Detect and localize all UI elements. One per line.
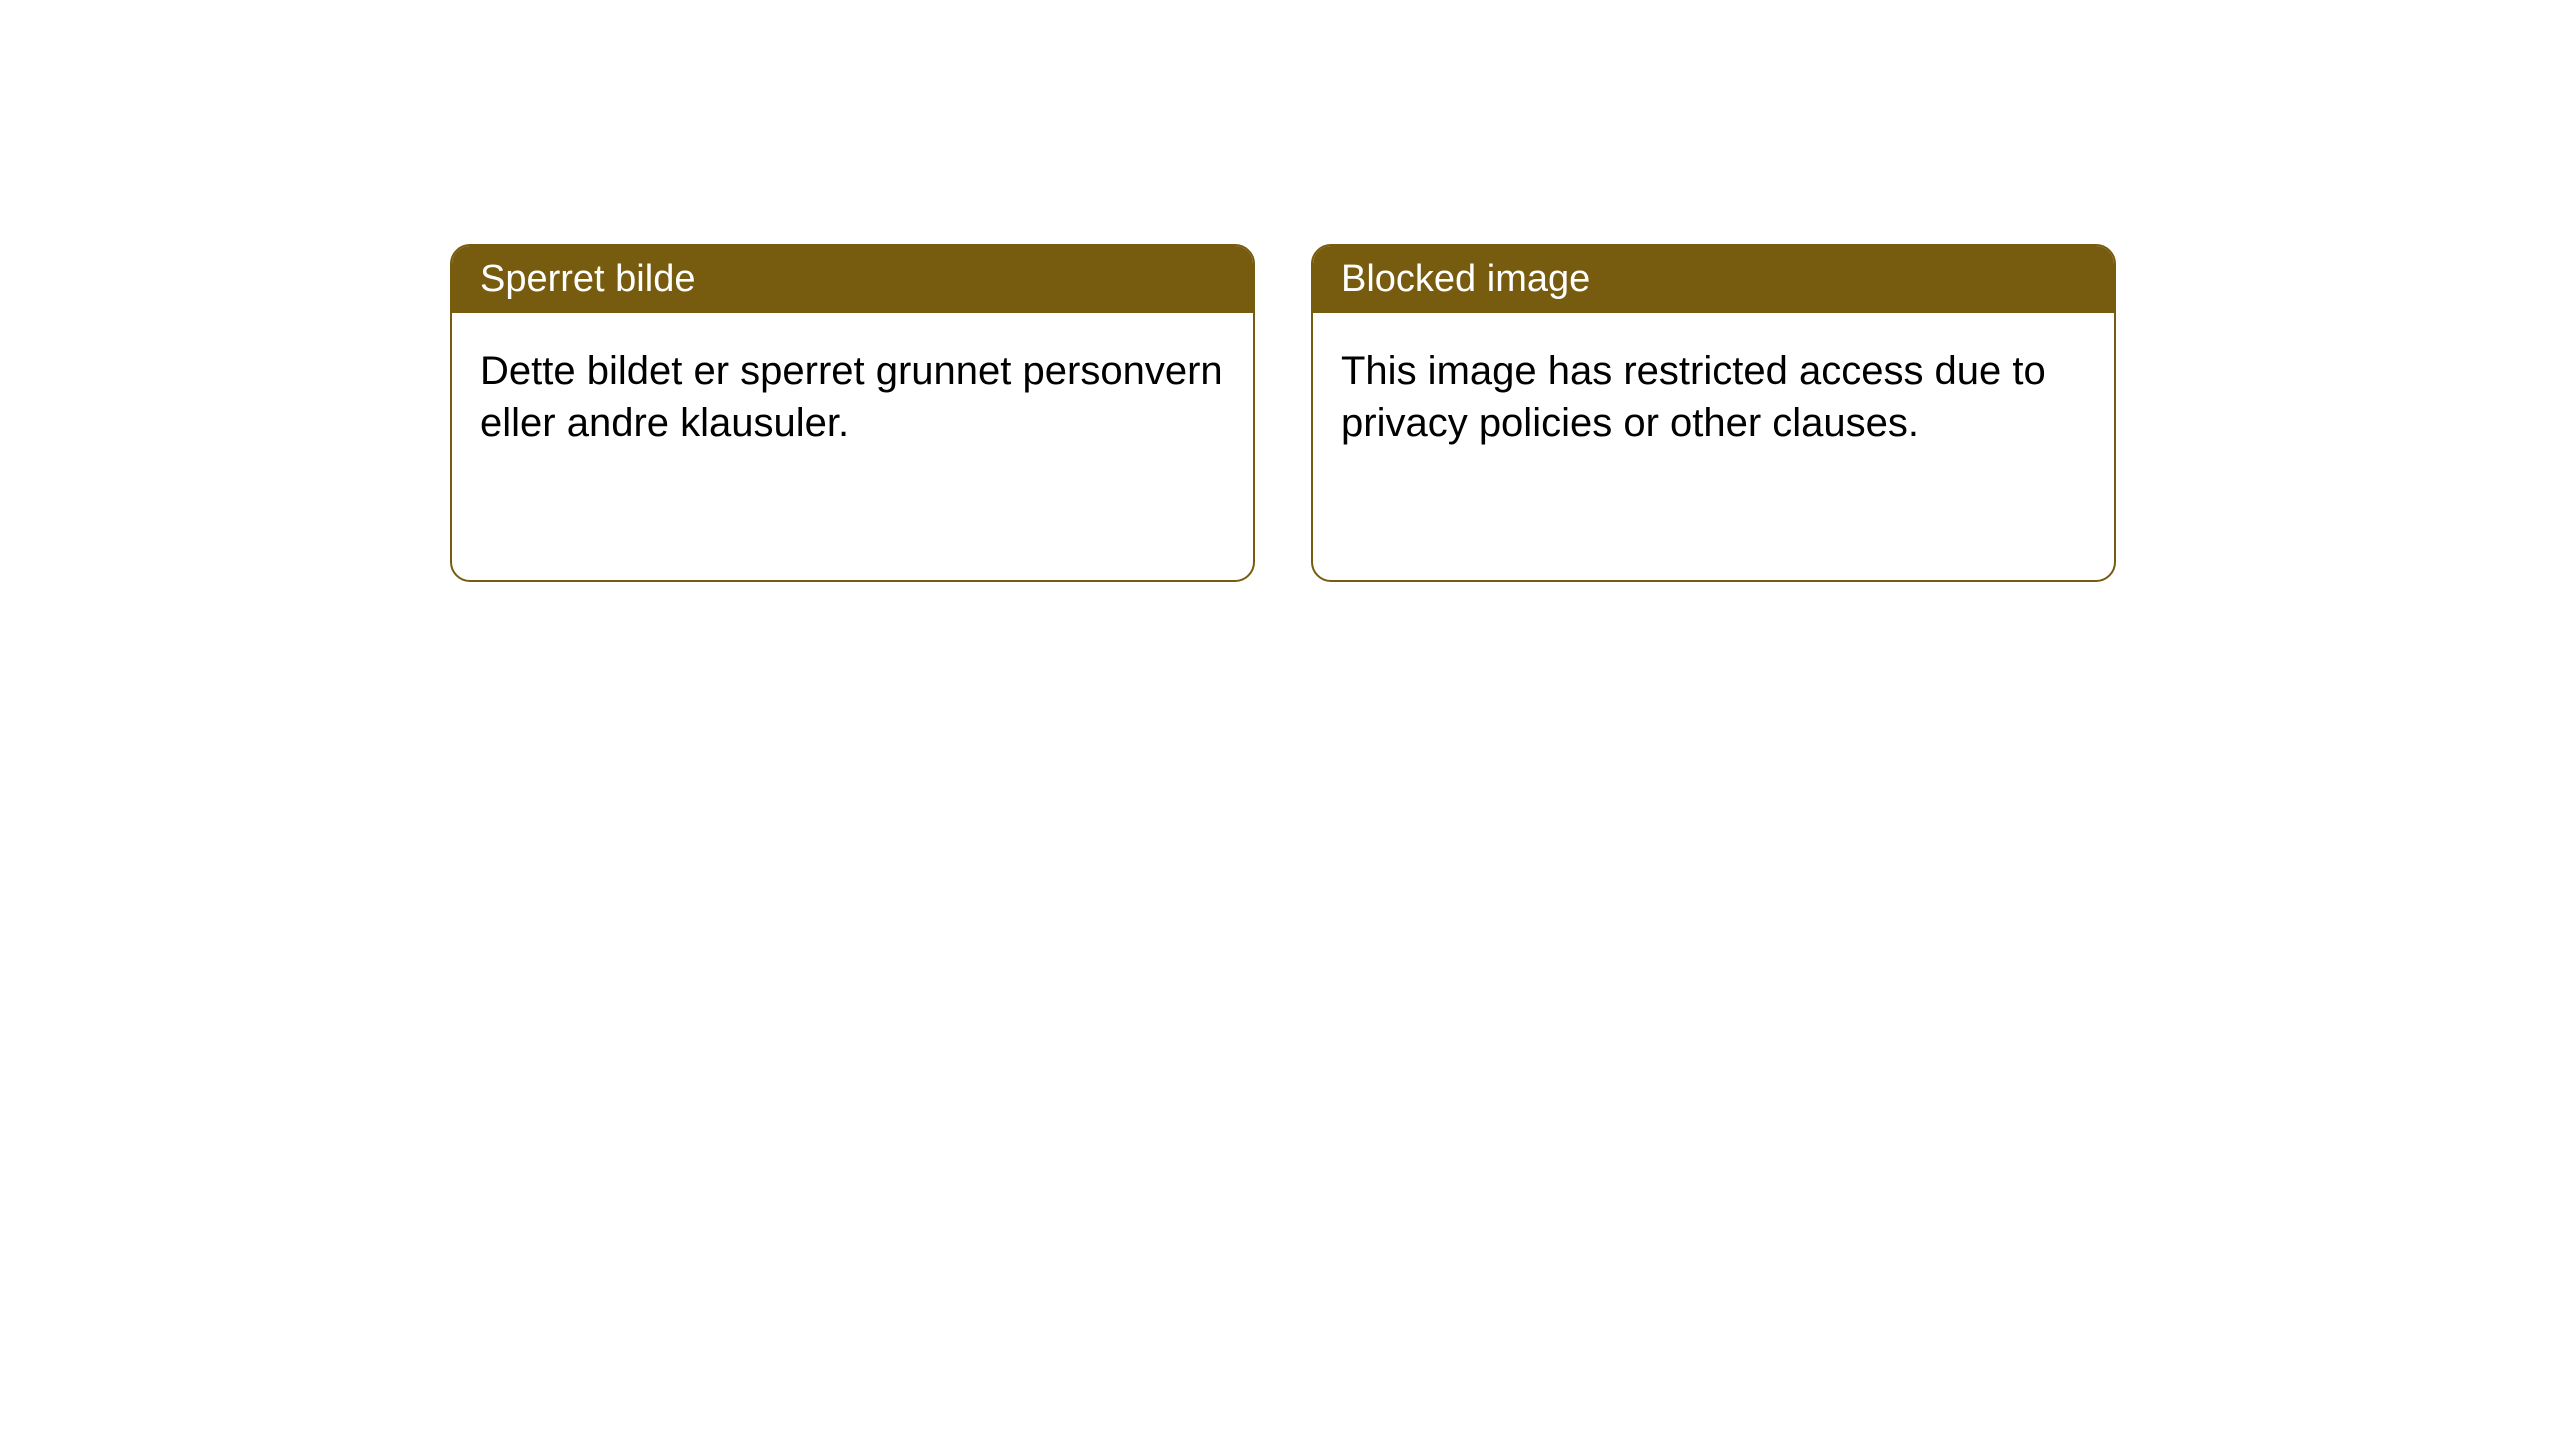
card-header: Sperret bilde <box>452 246 1253 313</box>
notice-card-english: Blocked image This image has restricted … <box>1311 244 2116 582</box>
notice-cards-container: Sperret bilde Dette bildet er sperret gr… <box>0 0 2560 582</box>
notice-card-norwegian: Sperret bilde Dette bildet er sperret gr… <box>450 244 1255 582</box>
card-body-text: Dette bildet er sperret grunnet personve… <box>480 349 1223 445</box>
card-body: Dette bildet er sperret grunnet personve… <box>452 313 1253 481</box>
card-body: This image has restricted access due to … <box>1313 313 2114 481</box>
card-header: Blocked image <box>1313 246 2114 313</box>
card-body-text: This image has restricted access due to … <box>1341 349 2046 445</box>
card-title: Blocked image <box>1341 258 1590 300</box>
card-title: Sperret bilde <box>480 258 695 300</box>
